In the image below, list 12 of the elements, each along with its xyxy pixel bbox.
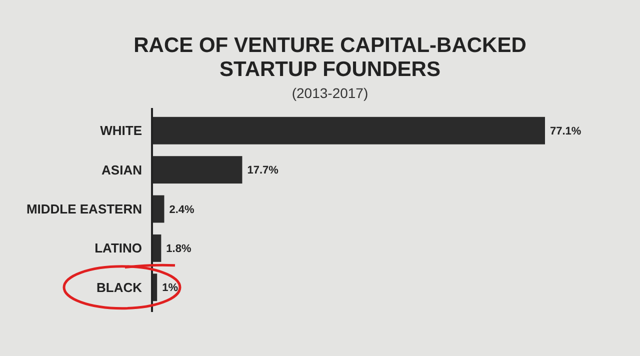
data-label: 2.4% [169, 204, 195, 216]
data-label: 1% [162, 282, 178, 294]
chart-subtitle: (2013-2017) [292, 85, 368, 101]
y-tick-label: LATINO [94, 240, 142, 256]
y-tick-label: BLACK [96, 280, 143, 295]
data-label: 1.8% [166, 243, 192, 256]
y-tick-label: MIDDLE EASTERN [26, 202, 142, 217]
y-tick-label: ASIAN [102, 162, 142, 178]
data-label: 77.1% [550, 125, 582, 138]
y-tick-label: WHITE [100, 123, 142, 138]
data-label: 17.7% [247, 164, 279, 177]
chart-title: RACE OF VENTURE CAPITAL-BACKED STARTUP FOUNDERS [134, 34, 526, 81]
